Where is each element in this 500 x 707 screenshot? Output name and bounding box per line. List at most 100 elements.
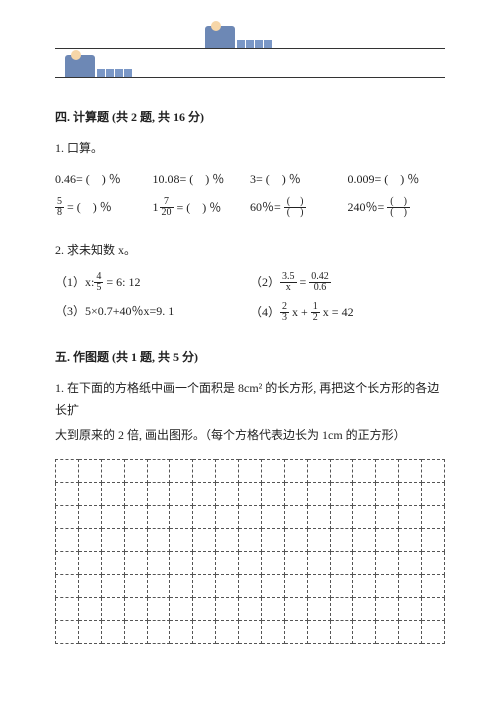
grid-cell bbox=[376, 505, 399, 528]
grid-cell bbox=[101, 574, 124, 597]
grid-cell bbox=[284, 505, 307, 528]
blank-fraction: ( ) ( ) bbox=[387, 197, 410, 219]
train-cars bbox=[96, 69, 132, 77]
section-4-title: 四. 计算题 (共 2 题, 共 16 分) bbox=[55, 108, 445, 125]
calc-row-2: 5 8 = ( ) ％ 1 7 20 = ( ) ％ 60％= ( ) ( ) … bbox=[55, 197, 445, 219]
grid-cell bbox=[422, 482, 445, 505]
text: = ( ) ％ bbox=[64, 200, 112, 214]
grid-cell bbox=[239, 597, 262, 620]
grid-cell bbox=[284, 574, 307, 597]
grid-cell bbox=[376, 551, 399, 574]
grid-cell bbox=[147, 551, 170, 574]
grid-cell bbox=[284, 551, 307, 574]
grid-cell bbox=[56, 597, 79, 620]
train-scene bbox=[55, 20, 445, 78]
grid-cell bbox=[147, 505, 170, 528]
grid-cell bbox=[353, 551, 376, 574]
grid-cell bbox=[193, 459, 216, 482]
grid-cell bbox=[147, 574, 170, 597]
grid-cell bbox=[307, 482, 330, 505]
grid-cell bbox=[170, 551, 193, 574]
train-2 bbox=[65, 55, 132, 77]
fraction: 5 8 bbox=[55, 197, 64, 219]
car-icon bbox=[237, 40, 245, 48]
eq-row-2: （3）5×0.7+40％x=9. 1 （4）23 x + 12 x = 42 bbox=[55, 302, 445, 324]
grid-cell bbox=[170, 528, 193, 551]
grid-cell bbox=[422, 597, 445, 620]
grid-cell bbox=[101, 597, 124, 620]
grid-cell bbox=[261, 620, 284, 643]
grid-cell bbox=[261, 551, 284, 574]
grid-cell bbox=[239, 482, 262, 505]
text: （4） bbox=[250, 304, 280, 318]
grid-cell bbox=[261, 528, 284, 551]
grid-cell bbox=[193, 574, 216, 597]
grid-cell bbox=[170, 620, 193, 643]
rail-bottom bbox=[55, 49, 445, 78]
grid-cell bbox=[101, 528, 124, 551]
grid-cell bbox=[124, 551, 147, 574]
grid-cell bbox=[216, 482, 239, 505]
text: = 6: 12 bbox=[103, 274, 140, 288]
text: （2） bbox=[250, 274, 280, 288]
grid-cell bbox=[399, 482, 422, 505]
train-1 bbox=[205, 26, 272, 48]
calc-cell: 240％= ( ) ( ) bbox=[348, 197, 446, 219]
fraction: 7 20 bbox=[160, 197, 174, 219]
grid-cell bbox=[193, 482, 216, 505]
grid-cell bbox=[353, 482, 376, 505]
grid-cell bbox=[330, 528, 353, 551]
grid-cell bbox=[78, 574, 101, 597]
text: 60％= bbox=[250, 200, 281, 214]
grid-cell bbox=[101, 551, 124, 574]
grid-cell bbox=[376, 620, 399, 643]
grid-cell bbox=[284, 482, 307, 505]
grid-cell bbox=[261, 574, 284, 597]
grid-cell bbox=[78, 551, 101, 574]
grid-cell bbox=[330, 620, 353, 643]
grid-cell bbox=[399, 597, 422, 620]
grid-cell bbox=[239, 551, 262, 574]
grid-cell bbox=[307, 551, 330, 574]
grid-cell bbox=[78, 505, 101, 528]
eq-cell: （2）3.5x = 0.420.6 bbox=[250, 272, 445, 294]
grid-cell bbox=[261, 482, 284, 505]
grid-cell bbox=[399, 459, 422, 482]
grid-cell bbox=[193, 551, 216, 574]
grid-cell bbox=[399, 574, 422, 597]
eq-row-1: （1）x:45 = 6: 12 （2）3.5x = 0.420.6 bbox=[55, 272, 445, 294]
grid-cell bbox=[124, 459, 147, 482]
grid-cell bbox=[284, 528, 307, 551]
grid-cell bbox=[56, 459, 79, 482]
grid-cell bbox=[124, 482, 147, 505]
grid-cell bbox=[124, 528, 147, 551]
grid-cell bbox=[78, 459, 101, 482]
grid-cell bbox=[330, 505, 353, 528]
grid-cell bbox=[193, 528, 216, 551]
car-icon bbox=[246, 40, 254, 48]
grid-cell bbox=[399, 528, 422, 551]
grid-cell bbox=[124, 597, 147, 620]
fraction: 0.420.6 bbox=[309, 272, 331, 294]
grid-cell bbox=[422, 551, 445, 574]
grid-cell bbox=[376, 528, 399, 551]
grid-cell bbox=[422, 620, 445, 643]
grid-cell bbox=[284, 597, 307, 620]
eq-cell: （1）x:45 = 6: 12 bbox=[55, 272, 250, 294]
train-engine-icon bbox=[205, 26, 235, 48]
text: （1）x: bbox=[55, 274, 94, 288]
calc-cell: 1 7 20 = ( ) ％ bbox=[153, 197, 251, 219]
grid-cell bbox=[78, 620, 101, 643]
grid-cell bbox=[101, 459, 124, 482]
grid-cell bbox=[239, 505, 262, 528]
fraction: 23 bbox=[280, 302, 289, 324]
calc-cell: 5 8 = ( ) ％ bbox=[55, 197, 153, 219]
calc-cell: 60％= ( ) ( ) bbox=[250, 197, 348, 219]
train-engine-icon bbox=[65, 55, 95, 77]
grid-cell bbox=[216, 620, 239, 643]
q5-1-line2: 大到原来的 2 倍, 画出图形。（每个方格代表边长为 1cm 的正方形） bbox=[55, 424, 445, 447]
grid-cell bbox=[56, 620, 79, 643]
grid-cell bbox=[147, 620, 170, 643]
grid-cell bbox=[56, 528, 79, 551]
grid-cell bbox=[376, 597, 399, 620]
